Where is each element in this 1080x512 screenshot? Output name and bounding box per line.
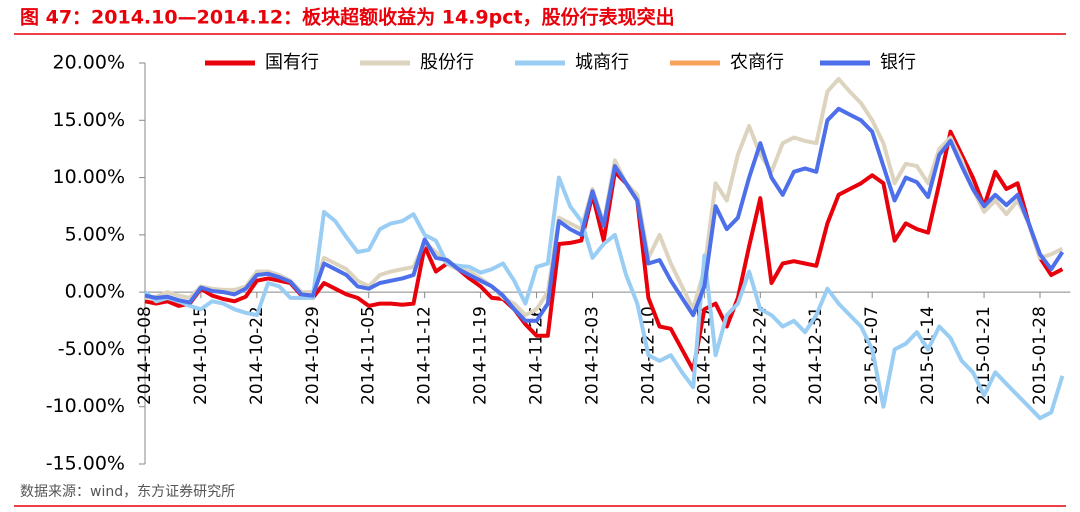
x-tick-label: 2015-01-28 [1030,306,1050,405]
chart-title: 图 47：2014.10—2014.12：板块超额收益为 14.9pct，股份行… [20,6,675,29]
series-line [144,106,1065,323]
x-tick-label: 2014-12-03 [583,306,603,405]
x-tick-label: 2014-12-24 [750,306,770,405]
source-note: 数据来源：wind，东方证券研究所 [20,484,235,500]
x-tick-label: 2014-11-19 [471,306,491,405]
series-line [143,175,1065,421]
x-tick-label: 2014-12-31 [806,306,826,405]
y-tick-label: -5.00% [58,338,125,360]
y-tick-label: 0.00% [65,281,125,303]
x-tick-label: 2014-11-05 [359,306,379,405]
x-tick-label: 2015-01-14 [918,306,938,405]
x-tick-label: 2014-10-08 [135,306,155,405]
x-tick-label: 2014-10-29 [303,306,323,405]
legend-label: 农商行 [730,52,784,73]
legend-label: 国有行 [265,52,319,73]
y-tick-label: 15.00% [53,109,125,131]
y-tick-label: 20.00% [53,52,125,74]
legend-label: 城商行 [575,52,629,73]
legend-label: 股份行 [420,52,474,73]
x-tick-label: 2014-10-22 [247,306,267,405]
y-tick-label: 5.00% [65,223,125,245]
x-tick-label: 2015-01-21 [974,306,994,405]
y-tick-label: -15.00% [46,453,125,475]
x-tick-label: 2014-11-12 [415,306,435,405]
x-tick-label: 2014-10-15 [191,306,211,405]
y-tick-label: -10.00% [46,395,125,417]
legend-label: 银行 [880,52,916,73]
y-tick-label: 10.00% [53,166,125,188]
